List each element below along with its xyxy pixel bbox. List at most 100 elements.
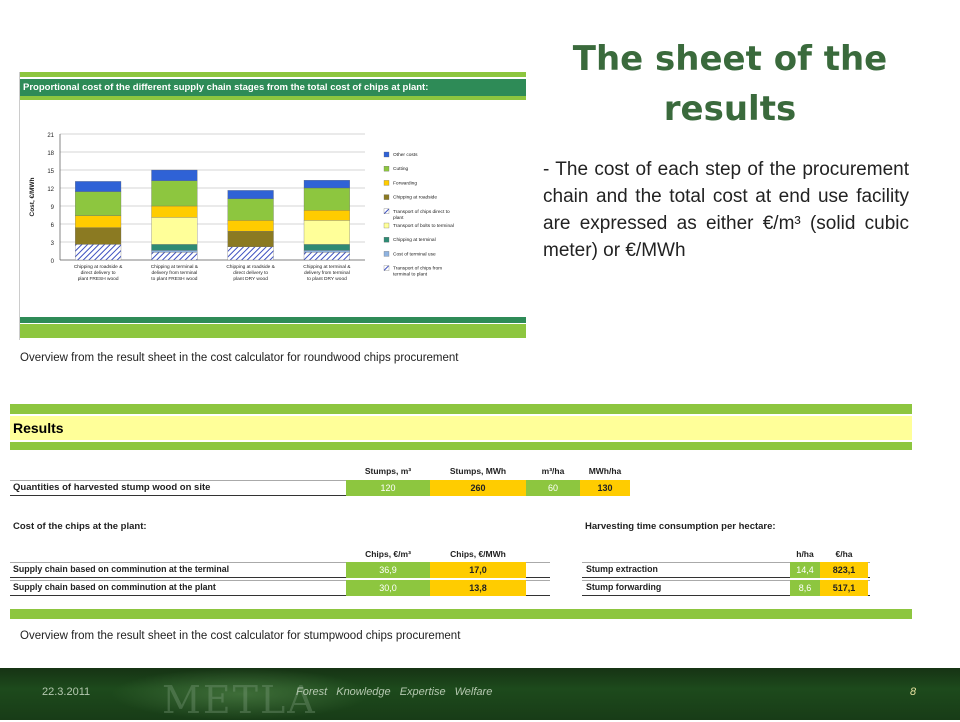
- bar-segment: [227, 190, 274, 199]
- cost-terminal-eur-mwh: 17,0: [430, 562, 526, 578]
- y-tick-label: 15: [47, 169, 54, 175]
- slide-bullet-text: - The cost of each step of the procureme…: [543, 159, 909, 261]
- bar-segment: [303, 220, 350, 245]
- panel-header-band: [20, 96, 526, 100]
- y-tick-label: 3: [51, 241, 55, 247]
- legend-swatch: [383, 208, 390, 214]
- bar-segment: [151, 250, 198, 253]
- cost-row-terminal-label: Supply chain based on comminution at the…: [13, 564, 230, 574]
- legend-label: Cutting: [393, 166, 409, 172]
- bar-segment: [151, 217, 198, 245]
- bar-segment: [151, 169, 198, 181]
- footer-tagline: Forest Knowledge Expertise Welfare: [296, 686, 493, 698]
- bar-segment: [151, 252, 198, 261]
- page-number: 8: [910, 686, 917, 698]
- panel-top-band: [20, 72, 526, 77]
- results-title: Results: [10, 416, 912, 440]
- time-row-extraction: [582, 562, 870, 578]
- caption-stumpwood: Overview from the result sheet in the co…: [20, 630, 461, 642]
- bar-segment: [303, 180, 350, 189]
- time-section-title: Harvesting time consumption per hectare:: [585, 521, 776, 532]
- cost-plant-eur-m3: 30,0: [346, 580, 430, 596]
- legend-label: Transport of bolts to terminal: [393, 223, 454, 229]
- time-header-eur-ha: €/ha: [835, 549, 853, 559]
- q-value-m3-ha: 60: [526, 480, 580, 496]
- time-extraction-h-ha: 14,4: [790, 562, 820, 578]
- legend-swatch: [383, 194, 390, 200]
- legend-swatch: [383, 265, 390, 271]
- q-value-stumps-mwh: 260: [430, 480, 526, 496]
- bar-segment: [303, 210, 350, 221]
- legend-swatch: [383, 151, 390, 158]
- q-header-stumps-m3: Stumps, m³: [364, 466, 412, 476]
- y-tick-label: 18: [47, 151, 54, 157]
- y-tick-label: 9: [51, 205, 55, 211]
- legend-label: Cost of terminal use: [393, 251, 436, 257]
- bar-segment: [303, 250, 350, 253]
- results-bottom-band: [10, 609, 912, 619]
- slide-footer: 22.3.2011 METLA Forest Knowledge Experti…: [0, 668, 960, 722]
- x-category-label: Chipping at roadside & direct delivery to…: [74, 264, 123, 282]
- legend-label: Chipping at terminal: [393, 237, 436, 243]
- metla-logo: METLA: [162, 678, 317, 722]
- legend-swatch: [383, 251, 390, 257]
- time-row-forwarding: [582, 580, 870, 596]
- bar-segment: [227, 231, 274, 247]
- bar-segment: [227, 198, 274, 221]
- q-row: [10, 480, 630, 496]
- cost-plant-eur-mwh: 13,8: [430, 580, 526, 596]
- legend-swatch: [383, 237, 390, 243]
- bar-segment: [151, 244, 198, 251]
- caption-roundwood: Overview from the result sheet in the co…: [20, 352, 459, 364]
- x-category-label: Chipping at terminal & delivery from term…: [303, 264, 351, 282]
- slide-title: The sheet of the results: [572, 39, 888, 129]
- chart-svg: 0 3 6 9 12 15 18 21 Cost, €/MWh Chipping at roads…: [29, 133, 454, 282]
- bar-segment: [303, 244, 350, 251]
- y-tick-label: 0: [51, 259, 55, 265]
- bar-segment: [303, 187, 350, 211]
- results-header-band: [10, 442, 912, 450]
- results-panel: Results Stumps, m³ Stumps, MWh m³/ha MWh…: [10, 404, 912, 619]
- bar-segment: [227, 246, 274, 261]
- bar-segment: [227, 220, 274, 232]
- panel-bottom-band-light: [20, 324, 526, 338]
- y-tick-label: 21: [47, 133, 54, 139]
- time-extraction-eur-ha: 823,1: [820, 562, 868, 578]
- bar-segment: [151, 205, 198, 218]
- cost-row-terminal: [10, 562, 550, 578]
- y-axis-label: Cost, €/MWh: [29, 177, 36, 216]
- time-forwarding-h-ha: 8,6: [790, 580, 820, 596]
- chart-panel: Proportional cost of the different suppl…: [19, 72, 526, 340]
- bar-segment: [151, 180, 198, 207]
- cost-row-plant-label: Supply chain based on comminution at the…: [13, 582, 216, 592]
- bar-segment: [75, 227, 122, 245]
- panel-bottom-band-dark: [20, 317, 526, 323]
- time-forwarding-eur-ha: 517,1: [820, 580, 868, 596]
- q-header-m3-ha: m³/ha: [541, 466, 565, 476]
- cost-section-title: Cost of the chips at the plant:: [13, 521, 147, 532]
- legend-swatch: [383, 180, 390, 186]
- bar-segment: [75, 181, 122, 192]
- cost-terminal-eur-m3: 36,9: [346, 562, 430, 578]
- legend-label: Transport of chips from terminal to plant: [393, 266, 442, 278]
- cost-header-eur-mwh: Chips, €/MWh: [450, 549, 506, 559]
- results-top-band: [10, 404, 912, 414]
- q-row-label: Quantities of harvested stump wood on si…: [13, 482, 211, 493]
- time-row-forwarding-label: Stump forwarding: [586, 582, 662, 592]
- legend-label: Chipping at roadside: [393, 195, 437, 201]
- footer-glow: [110, 668, 370, 720]
- legend-swatch: [383, 166, 390, 172]
- x-category-label: Chipping at roadside & direct delivery to…: [226, 264, 275, 282]
- legend-label: Transport of chips direct to plant: [393, 209, 450, 221]
- time-row-extraction-label: Stump extraction: [586, 564, 658, 574]
- legend-label: Other costs: [393, 152, 418, 158]
- q-header-stumps-mwh: Stumps, MWh: [449, 466, 507, 476]
- q-value-stumps-m3: 120: [346, 480, 430, 496]
- chart-panel-header: Proportional cost of the different suppl…: [20, 79, 526, 96]
- q-value-mwh-ha: 130: [580, 480, 630, 496]
- legend-swatch: [383, 222, 390, 229]
- cost-row-plant: [10, 580, 550, 596]
- y-tick-label: 12: [47, 187, 54, 193]
- y-tick-label: 6: [51, 223, 55, 229]
- cost-header-eur-m3: Chips, €/m³: [365, 549, 411, 559]
